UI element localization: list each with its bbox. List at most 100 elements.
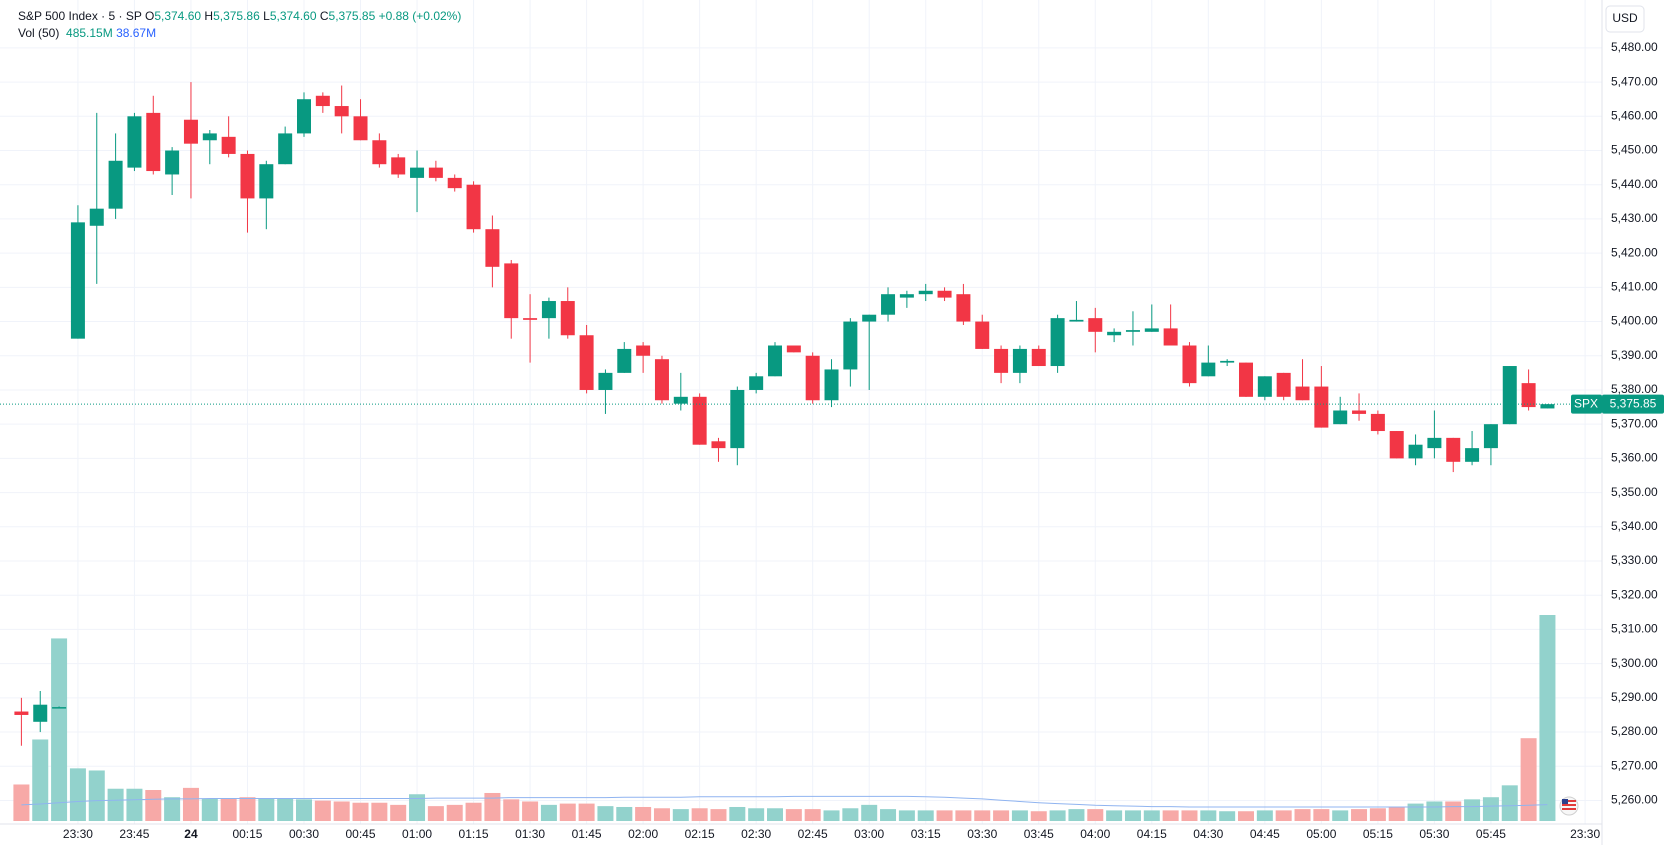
x-tick-label: 04:15	[1137, 827, 1167, 841]
volume-bar	[314, 800, 331, 821]
x-tick-label: 24	[184, 827, 198, 841]
y-tick-label: 5,440.00	[1611, 177, 1658, 191]
volume-bar	[182, 787, 199, 821]
volume-bar	[936, 810, 953, 821]
ohlc-c: C5,375.85	[320, 9, 375, 23]
last-symbol: SPX	[1574, 396, 1598, 410]
symbol-row: S&P 500 Index · 5 · SP O5,374.60 H5,375.…	[18, 8, 461, 25]
volume-bar	[1256, 810, 1273, 821]
x-tick-label: 04:45	[1250, 827, 1280, 841]
x-tick-label: 23:45	[119, 827, 149, 841]
candle-body	[1295, 386, 1310, 401]
candle-body	[1069, 319, 1084, 322]
candle-body	[1220, 360, 1235, 363]
candle-body	[1201, 362, 1216, 377]
candle-body	[1502, 366, 1517, 425]
y-tick-label: 5,420.00	[1611, 245, 1658, 259]
candle-body	[899, 294, 914, 298]
volume-bar	[804, 809, 821, 821]
volume-bar	[1124, 810, 1141, 821]
volume-bar	[1482, 797, 1499, 821]
volume-bar	[1313, 809, 1330, 821]
y-tick-label: 5,290.00	[1611, 690, 1658, 704]
volume-ma-value: 38.67M	[116, 26, 157, 40]
volume-bar	[427, 806, 444, 821]
volume-bar	[1011, 810, 1028, 821]
ohlc-value: 5,374.60	[154, 9, 202, 23]
ohlc-h: H5,375.86	[204, 9, 259, 23]
y-tick-label: 5,450.00	[1611, 143, 1658, 157]
candle-body	[805, 355, 820, 401]
candle-body	[1182, 345, 1197, 384]
volume-bar	[748, 808, 765, 821]
volume-bar	[1407, 803, 1424, 821]
currency[interactable]: USD	[1612, 11, 1638, 25]
volume-bar	[1501, 785, 1518, 821]
candle-body	[1012, 348, 1027, 373]
volume-row: Vol (50) 485.15M 38.67M	[18, 25, 461, 42]
volume-bar	[296, 799, 312, 821]
candle-body	[1050, 318, 1065, 367]
candle-body	[1163, 328, 1178, 346]
candle-body	[1088, 318, 1103, 332]
ohlc-l: L5,374.60	[263, 9, 316, 23]
candle-body	[52, 707, 67, 709]
candle-body	[240, 153, 255, 199]
x-tick-label: 23:30	[1570, 827, 1600, 841]
volume-bar	[446, 804, 463, 821]
volume-bar	[1087, 809, 1104, 821]
candle-body	[1521, 383, 1536, 408]
volume-bar	[917, 810, 934, 821]
volume-bar	[1181, 810, 1198, 821]
volume-bar	[1520, 738, 1537, 821]
volume-title[interactable]: Vol (50)	[18, 26, 60, 40]
candle-body	[749, 376, 764, 390]
ohlc-key: L	[263, 9, 270, 23]
x-tick-label: 04:00	[1080, 827, 1110, 841]
volume-bar	[616, 806, 633, 821]
volume-bar	[880, 809, 897, 821]
candle-body	[297, 99, 311, 134]
volume-bar	[993, 810, 1010, 821]
candle-body	[1540, 404, 1555, 409]
volume-bar	[13, 784, 30, 821]
x-tick-label: 23:30	[63, 827, 93, 841]
candle-body	[1370, 413, 1385, 432]
last-price-label: 5,375.85	[1610, 396, 1657, 410]
currency-box[interactable]	[1605, 5, 1645, 33]
volume-bar	[258, 798, 275, 821]
candle-body	[975, 321, 990, 349]
volume-bar	[465, 802, 482, 821]
x-tick-label: 05:15	[1363, 827, 1393, 841]
last-symbol-box	[1571, 394, 1602, 414]
candle-body	[1239, 362, 1253, 397]
candle-body	[1389, 431, 1404, 459]
volume-bar	[1162, 810, 1179, 821]
y-tick-label: 5,270.00	[1611, 758, 1658, 772]
x-tick-label: 01:15	[459, 827, 489, 841]
volume-bar	[220, 798, 237, 821]
candle-body	[617, 348, 632, 373]
candle-body	[768, 345, 782, 377]
candle-body	[183, 119, 198, 144]
symbol[interactable]: S&P 500 Index · 5 · SP	[18, 9, 142, 23]
candle-body	[1333, 410, 1348, 425]
volume-bar	[1219, 811, 1236, 821]
x-tick-label: 00:15	[232, 827, 262, 841]
y-tick-label: 5,280.00	[1611, 724, 1658, 738]
candle-body	[560, 301, 575, 336]
candle-body	[673, 396, 688, 404]
ohlc-key: C	[319, 9, 329, 23]
x-tick-label: 03:30	[967, 827, 997, 841]
y-tick-label: 5,370.00	[1611, 416, 1658, 430]
x-tick-label: 05:45	[1476, 827, 1506, 841]
candle-body	[315, 95, 330, 107]
volume-bar	[239, 797, 256, 821]
volume-bar	[1068, 809, 1085, 821]
candle-body	[541, 301, 556, 319]
volume-bar	[201, 798, 218, 821]
candle-body	[956, 294, 971, 322]
ohlc-o: O5,374.60	[145, 9, 201, 23]
volume-bar	[484, 792, 501, 821]
